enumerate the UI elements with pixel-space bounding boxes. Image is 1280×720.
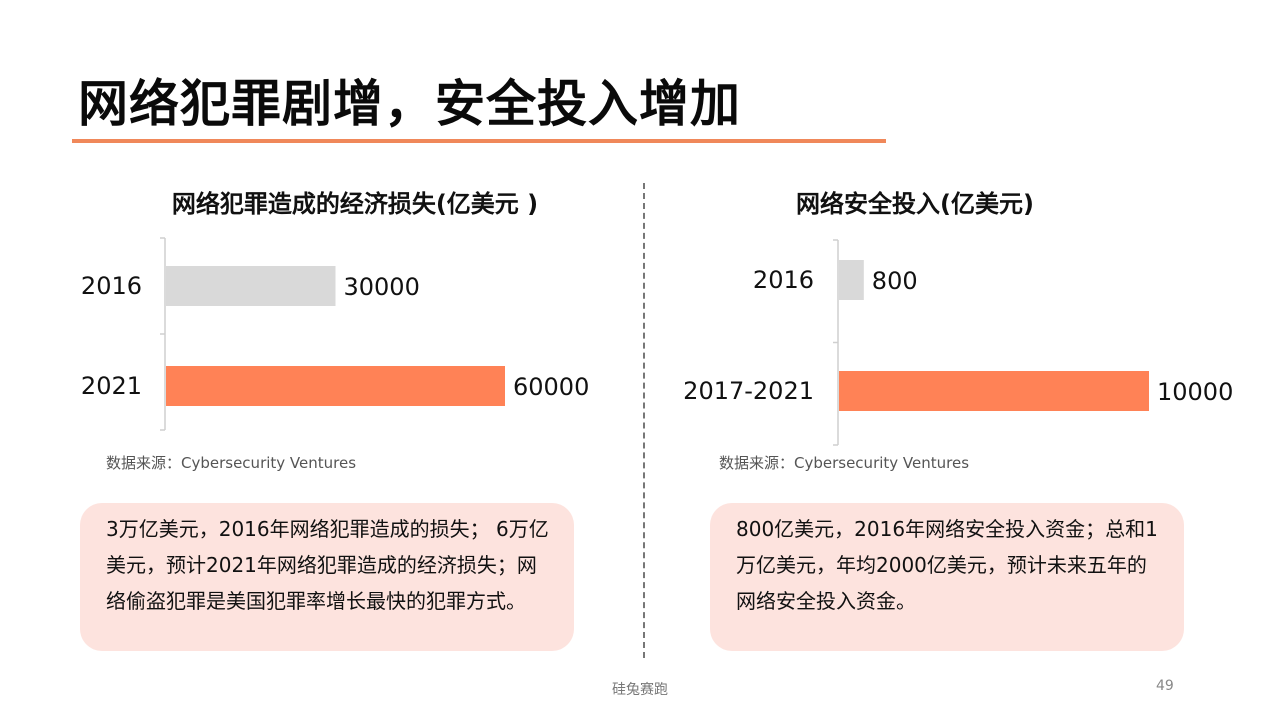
- bar-2016: [166, 266, 336, 306]
- slide-title: 网络犯罪剧增，安全投入增加: [78, 75, 741, 133]
- chart-title-right: 网络安全投入(亿美元): [796, 190, 1034, 218]
- category-label: 2016: [81, 272, 142, 300]
- value-label: 10000: [1157, 378, 1233, 406]
- data-source-right: 数据来源：Cybersecurity Ventures: [719, 454, 970, 472]
- note-box-right: 800亿美元，2016年网络安全投入资金；总和1万亿美元，年均2000亿美元，预…: [710, 503, 1184, 651]
- value-label: 30000: [344, 273, 420, 301]
- note-text-left: 3万亿美元，2016年网络犯罪造成的损失； 6万亿美元，预计2021年网络犯罪造…: [106, 517, 549, 613]
- footer-brand: 硅兔赛跑: [612, 682, 668, 698]
- value-label: 60000: [513, 373, 589, 401]
- note-text-right: 800亿美元，2016年网络安全投入资金；总和1万亿美元，年均2000亿美元，预…: [736, 517, 1158, 613]
- chart-title-left: 网络犯罪造成的经济损失(亿美元 ): [171, 190, 539, 218]
- panel-divider: [643, 183, 645, 658]
- value-label: 800: [872, 267, 918, 295]
- category-label: 2021: [81, 372, 142, 400]
- bar-2021: [166, 366, 505, 406]
- data-source-left: 数据来源：Cybersecurity Ventures: [106, 454, 357, 472]
- crime-loss-chart: 2016 30000 2021 60000: [81, 237, 589, 431]
- category-label: 2016: [753, 266, 814, 294]
- bar-2017-2021: [839, 371, 1149, 411]
- note-box-left: 3万亿美元，2016年网络犯罪造成的损失； 6万亿美元，预计2021年网络犯罪造…: [80, 503, 574, 651]
- security-investment-chart: 2016 800 2017-2021 10000: [683, 239, 1233, 446]
- category-label: 2017-2021: [683, 377, 814, 405]
- page-number: 49: [1156, 678, 1174, 694]
- title-underline: [72, 139, 886, 143]
- bar-2016: [839, 260, 864, 300]
